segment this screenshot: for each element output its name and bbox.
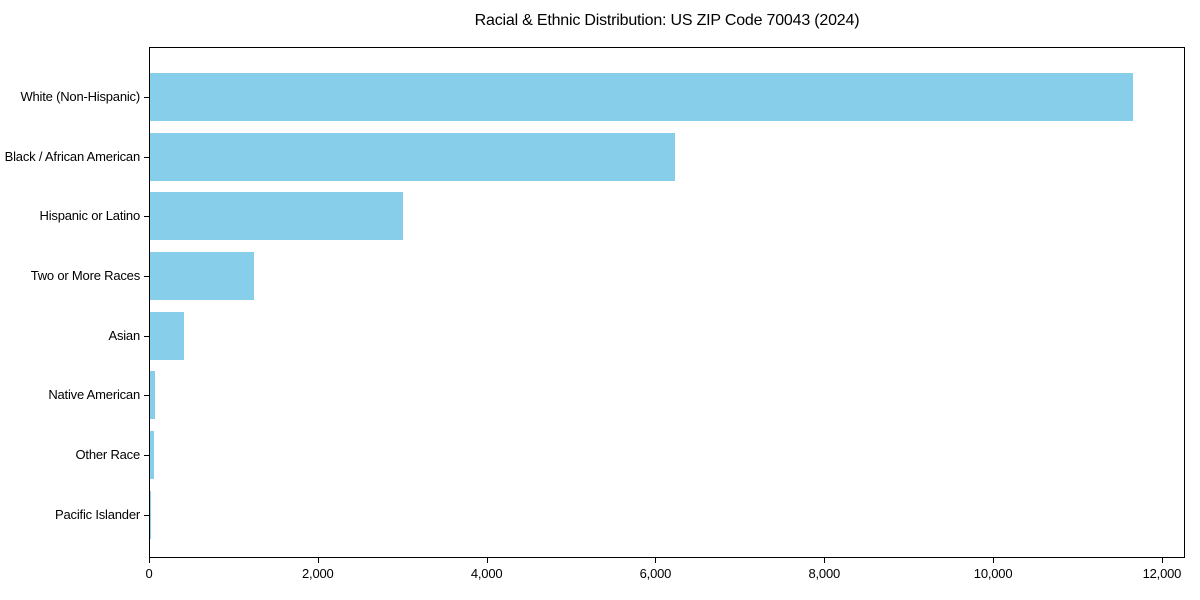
- x-tick-label: 4,000: [470, 566, 503, 581]
- y-tick-mark: [144, 335, 149, 337]
- bar: [150, 251, 255, 300]
- y-tick-label: Other Race: [75, 446, 141, 462]
- x-tick-mark: [317, 558, 319, 563]
- x-tick-mark: [486, 558, 488, 563]
- y-tick-mark: [144, 395, 149, 397]
- x-tick-mark: [655, 558, 657, 563]
- y-tick-label: White (Non-Hispanic): [20, 89, 140, 104]
- x-tick-label: 6,000: [639, 566, 672, 581]
- y-tick-label: Native American: [48, 387, 140, 403]
- y-tick-label: Hispanic or Latino: [39, 208, 141, 224]
- x-tick-mark: [1161, 558, 1163, 563]
- x-tick-label: 8,000: [808, 566, 841, 581]
- y-tick-label: Two or More Races: [30, 267, 141, 283]
- y-tick-label: Asian: [108, 327, 140, 343]
- y-tick-mark: [144, 97, 149, 98]
- y-tick-label: Black / African American: [4, 148, 141, 164]
- x-tick-label: 10,000: [973, 566, 1013, 581]
- bar: [150, 132, 676, 181]
- x-tick-mark: [824, 558, 826, 563]
- x-tick-mark: [993, 558, 995, 563]
- y-tick-mark: [144, 216, 149, 218]
- y-tick-mark: [144, 514, 149, 516]
- x-tick-label: 2,000: [302, 566, 334, 581]
- bar: [150, 311, 184, 360]
- y-tick-mark: [144, 454, 149, 456]
- y-tick-label: Pacific Islander: [55, 506, 140, 522]
- x-tick-mark: [149, 558, 150, 563]
- bar: [150, 371, 156, 420]
- bar: [150, 73, 1134, 121]
- bar: [150, 192, 403, 241]
- x-tick-label: 0: [145, 566, 153, 581]
- bar: [150, 490, 151, 539]
- bar: [150, 430, 154, 479]
- plot-area: [149, 47, 1185, 558]
- y-tick-mark: [144, 156, 149, 158]
- y-tick-mark: [144, 275, 149, 277]
- x-tick-label: 12,000: [1142, 566, 1182, 581]
- chart-title: Racial & Ethnic Distribution: US ZIP Cod…: [474, 12, 860, 29]
